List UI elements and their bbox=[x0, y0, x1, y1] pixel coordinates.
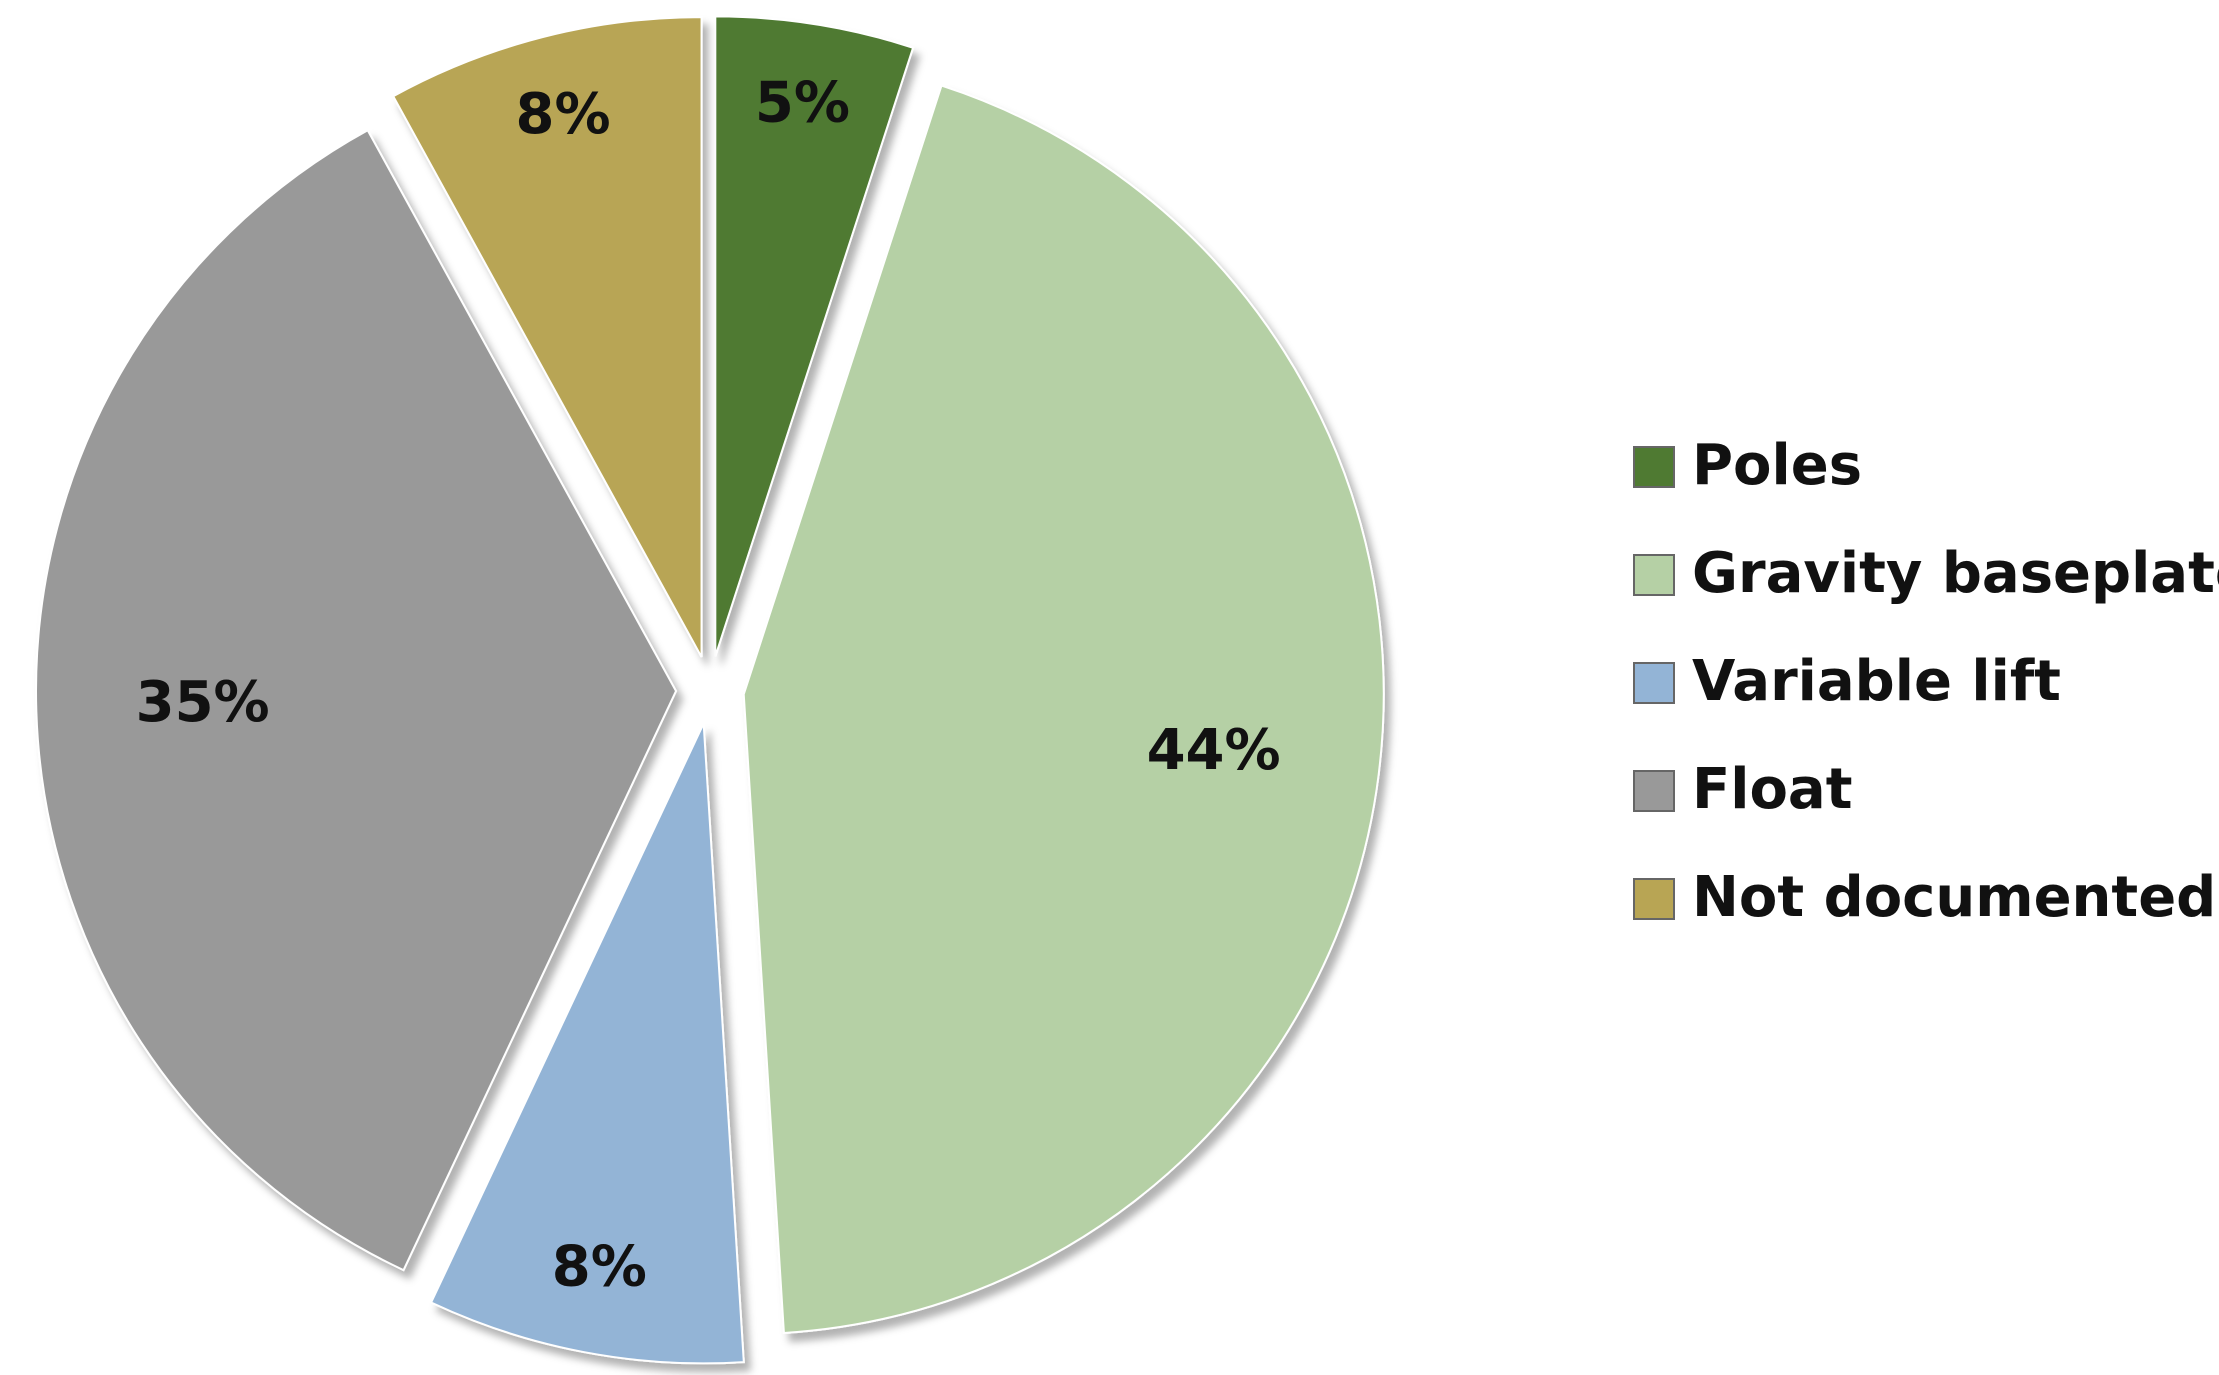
legend-swatch bbox=[1633, 878, 1675, 920]
data-label: 8% bbox=[516, 82, 611, 147]
pie-slice bbox=[742, 84, 1385, 1335]
data-label: 35% bbox=[136, 670, 270, 735]
pie-slice bbox=[714, 15, 915, 657]
legend: Poles Gravity baseplate Variable lift Float… bbox=[1633, 433, 2219, 930]
legend-label: Poles bbox=[1692, 433, 1862, 498]
data-label: 8% bbox=[552, 1234, 647, 1299]
data-label: 44% bbox=[1147, 718, 1281, 783]
data-label: 5% bbox=[755, 71, 850, 136]
pie-slice bbox=[35, 128, 678, 1272]
legend-swatch bbox=[1633, 554, 1675, 596]
legend-label: Gravity baseplate bbox=[1692, 541, 2219, 606]
legend-label: Variable lift bbox=[1692, 649, 2061, 714]
legend-swatch bbox=[1633, 662, 1675, 704]
legend-label: Float bbox=[1692, 757, 1852, 822]
pie-slice bbox=[429, 722, 745, 1365]
legend-swatch bbox=[1633, 446, 1675, 488]
pie-slice bbox=[391, 16, 703, 658]
pie: 5% 44% 8% 35% 8% bbox=[35, 15, 1385, 1365]
legend-label: Not documented bbox=[1692, 865, 2216, 930]
legend-swatch bbox=[1633, 770, 1675, 812]
